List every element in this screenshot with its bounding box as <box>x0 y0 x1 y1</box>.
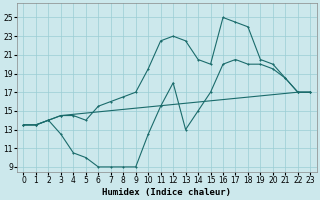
X-axis label: Humidex (Indice chaleur): Humidex (Indice chaleur) <box>102 188 231 197</box>
